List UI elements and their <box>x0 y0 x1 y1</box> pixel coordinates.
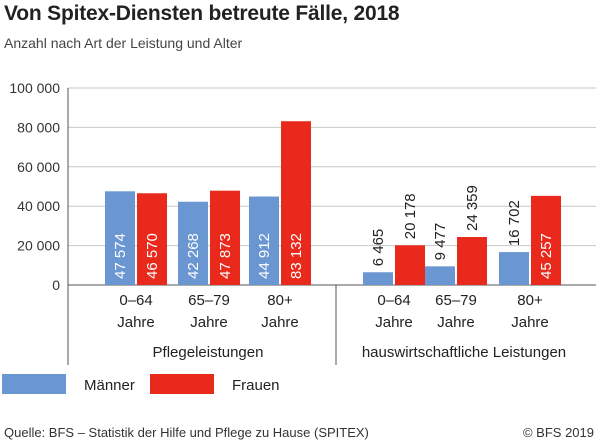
bar-frauen <box>457 237 487 285</box>
y-tick-label: 20 000 <box>17 238 60 254</box>
data-label: 6 465 <box>370 229 387 267</box>
x-tick-label: 0–64 <box>119 292 152 309</box>
x-tick-label: Jahre <box>375 314 413 331</box>
data-label: 16 702 <box>506 200 523 246</box>
data-label: 46 570 <box>144 233 161 279</box>
x-tick-label: Jahre <box>190 314 228 331</box>
bar-frauen <box>210 190 240 285</box>
data-label: 24 359 <box>464 185 481 231</box>
data-label: 45 257 <box>538 233 555 279</box>
x-tick-label: Jahre <box>261 314 299 331</box>
bar-maenner <box>249 196 279 285</box>
bar-maenner <box>363 272 393 285</box>
legend-swatch <box>150 374 214 394</box>
data-label: 20 178 <box>402 193 419 239</box>
y-tick-label: 100 000 <box>9 80 60 96</box>
x-tick-label: 80+ <box>517 292 543 309</box>
bar-maenner <box>178 201 208 285</box>
x-tick-label: 80+ <box>267 292 293 309</box>
x-tick-label: 65–79 <box>188 292 230 309</box>
copyright-note: © BFS 2019 <box>522 425 594 440</box>
source-note: Quelle: BFS – Statistik der Hilfe und Pf… <box>4 425 369 440</box>
bar-frauen <box>137 193 167 285</box>
bar-maenner <box>105 191 135 285</box>
y-tick-label: 60 000 <box>17 159 60 175</box>
data-label: 44 912 <box>256 233 273 279</box>
data-label: 47 574 <box>112 233 129 279</box>
group-label: hauswirtschaftliche Leistungen <box>362 344 566 361</box>
data-label: 47 873 <box>217 233 234 279</box>
bar-frauen <box>281 121 311 286</box>
chart-subtitle: Anzahl nach Art der Leistung und Alter <box>4 35 243 51</box>
legend-swatch <box>2 374 66 394</box>
data-label: 9 477 <box>432 223 449 261</box>
y-tick-label: 0 <box>52 277 60 293</box>
group-label: Pflegeleistungen <box>153 344 264 361</box>
y-tick-label: 80 000 <box>17 119 60 135</box>
legend-label: Männer <box>84 377 135 394</box>
data-label: 42 268 <box>185 233 202 279</box>
legend-label: Frauen <box>232 377 280 394</box>
bar-maenner <box>499 252 529 285</box>
x-tick-label: Jahre <box>437 314 475 331</box>
y-tick-label: 40 000 <box>17 198 60 214</box>
bar-maenner <box>425 266 455 285</box>
x-tick-label: Jahre <box>511 314 549 331</box>
x-tick-label: Jahre <box>117 314 155 331</box>
bar-frauen <box>395 245 425 285</box>
x-tick-label: 0–64 <box>377 292 410 309</box>
chart-title: Von Spitex-Diensten betreute Fälle, 2018 <box>4 2 400 25</box>
x-tick-label: 65–79 <box>435 292 477 309</box>
data-label: 83 132 <box>288 233 305 279</box>
bar-frauen <box>531 195 561 285</box>
